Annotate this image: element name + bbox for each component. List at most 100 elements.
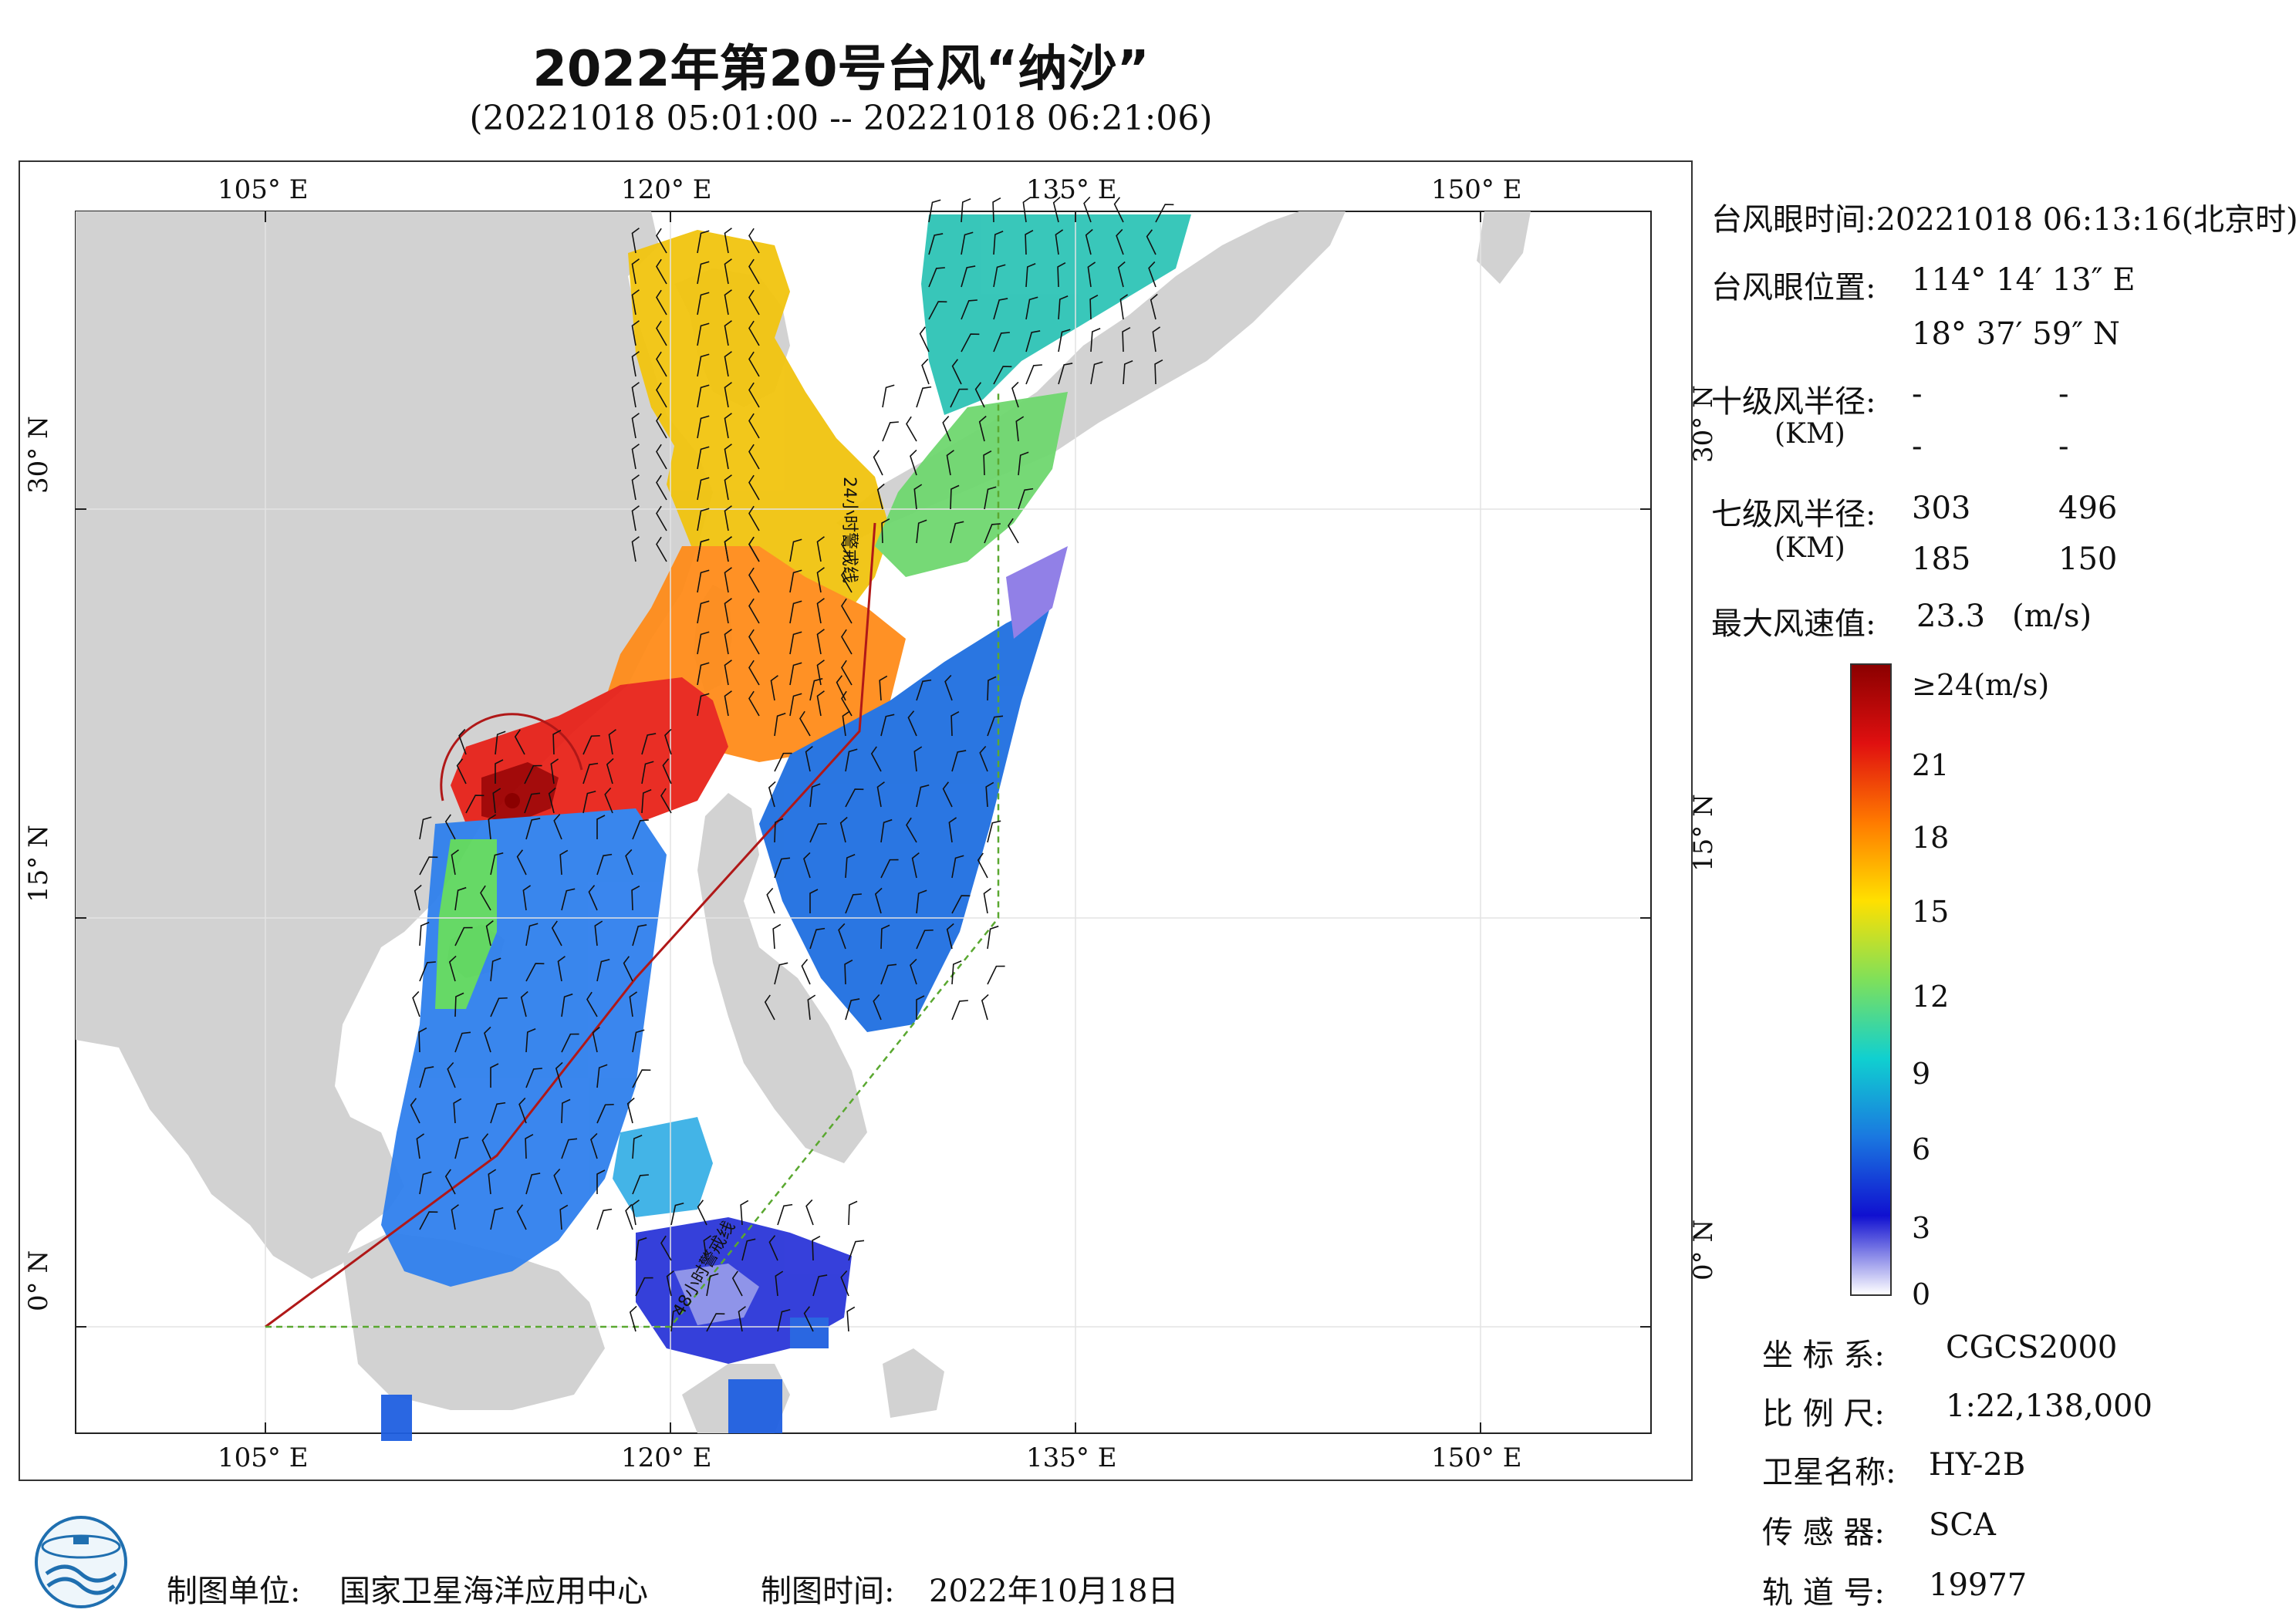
wind-barb bbox=[594, 920, 603, 946]
r10-ne: - bbox=[1912, 376, 1923, 412]
map-title: 2022年第20号台风“纳沙” bbox=[532, 41, 1150, 98]
wind-barb bbox=[748, 567, 760, 593]
wind-barb bbox=[703, 1235, 712, 1261]
wind-barb bbox=[458, 728, 467, 755]
wind-barb bbox=[724, 258, 732, 285]
wind-barb bbox=[656, 320, 667, 346]
wind-barb bbox=[724, 444, 732, 470]
wind-barb bbox=[623, 956, 633, 982]
wind-barb bbox=[789, 600, 802, 624]
wind-barb bbox=[911, 852, 920, 879]
wind-barb bbox=[913, 484, 923, 510]
wind-barb bbox=[490, 997, 508, 1017]
wind-barb bbox=[553, 813, 562, 840]
wind-barb bbox=[516, 1204, 527, 1230]
wind-barb bbox=[697, 446, 710, 470]
cb-label-15: 15 bbox=[1912, 895, 1950, 929]
wind-barb bbox=[993, 231, 1004, 255]
wind-barb bbox=[816, 567, 825, 593]
wind-barb bbox=[961, 265, 976, 288]
wind-barb bbox=[635, 1237, 647, 1261]
wind-barb bbox=[451, 849, 459, 876]
wind-barb bbox=[841, 567, 853, 593]
wind-barb bbox=[916, 995, 925, 1020]
lon-top-120: 120° E bbox=[621, 174, 712, 205]
wind-barb bbox=[812, 1235, 821, 1261]
swath-japan-sea bbox=[921, 214, 1191, 415]
halmahera-land bbox=[883, 1348, 944, 1418]
wind-barb bbox=[514, 729, 525, 755]
wind-barb bbox=[748, 474, 760, 501]
crs-value: CGCS2000 bbox=[1946, 1330, 2118, 1365]
wind-barb bbox=[845, 788, 864, 808]
wind-barb bbox=[977, 852, 988, 879]
wind-barb bbox=[561, 1098, 571, 1124]
wind-barb bbox=[697, 538, 710, 562]
wind-barb bbox=[561, 993, 573, 1017]
wind-barb bbox=[666, 1270, 674, 1297]
wind-barb bbox=[419, 1211, 438, 1230]
wind-barb bbox=[596, 815, 606, 839]
cb-label-0: 0 bbox=[1912, 1277, 1931, 1311]
wind-barb bbox=[777, 1308, 791, 1332]
wind-barb bbox=[789, 538, 802, 562]
wind-barb bbox=[641, 761, 654, 785]
wind-barb bbox=[454, 992, 464, 1017]
wind-barb bbox=[706, 1273, 719, 1297]
wind-barb bbox=[488, 814, 497, 840]
wind-barb bbox=[774, 818, 784, 843]
wind-barb bbox=[454, 1136, 469, 1159]
wind-barb bbox=[1057, 262, 1066, 288]
wind-barb bbox=[748, 413, 760, 439]
orbit-label: 轨 道 号: bbox=[1762, 1575, 1885, 1611]
wind-barb bbox=[809, 677, 823, 701]
lat-left-0: 0° N bbox=[23, 1250, 54, 1311]
wind-barb bbox=[789, 693, 802, 717]
wind-barb bbox=[789, 631, 802, 655]
wind-barb bbox=[525, 1028, 536, 1053]
wind-barb bbox=[419, 816, 432, 840]
r7-sw: 185 bbox=[1912, 542, 1971, 577]
wind-barb bbox=[1155, 204, 1174, 223]
wind-barb bbox=[596, 1169, 606, 1194]
wind-map[interactable]: 24小时警戒线 48小时警戒线 bbox=[19, 160, 1693, 1481]
wind-barb bbox=[626, 1097, 635, 1124]
wind-barb bbox=[454, 1031, 471, 1053]
wind-barb bbox=[731, 1270, 743, 1297]
wind-barb bbox=[632, 1029, 645, 1053]
wind-barb bbox=[766, 887, 775, 914]
axis-ticks bbox=[76, 211, 1651, 1433]
wind-barb bbox=[841, 536, 853, 562]
wind-barb bbox=[910, 449, 917, 476]
wind-barb bbox=[880, 859, 899, 879]
wind-barb bbox=[809, 822, 827, 843]
wind-barb bbox=[803, 1306, 814, 1332]
lat-left-30: 30° N bbox=[23, 416, 54, 494]
map-frame bbox=[19, 160, 1693, 1481]
wind-barb bbox=[495, 731, 506, 755]
lon-bottom-105: 105° E bbox=[218, 1442, 309, 1473]
wind-barb bbox=[553, 1168, 562, 1195]
max-wind-label: 最大风速值: bbox=[1711, 606, 1876, 642]
wind-barb bbox=[724, 413, 732, 439]
wind-barb bbox=[748, 289, 760, 315]
wind-barb bbox=[906, 416, 917, 442]
wind-barb bbox=[656, 258, 667, 285]
wind-barb bbox=[950, 388, 968, 408]
wind-barb bbox=[631, 474, 640, 501]
map-subtitle: (20221018 05:01:00 -- 20221018 06:21:06) bbox=[469, 99, 1213, 138]
wind-barb bbox=[419, 961, 436, 982]
wind-barb bbox=[697, 569, 710, 593]
wind-barb bbox=[1025, 263, 1036, 288]
typhoon-eye-marker[interactable] bbox=[440, 713, 583, 808]
wind-barb bbox=[485, 919, 494, 946]
swath-north bbox=[628, 230, 890, 616]
wind-barb bbox=[697, 662, 710, 686]
wind-barb bbox=[660, 788, 672, 814]
wind-barb bbox=[848, 1200, 858, 1226]
wind-barb bbox=[631, 351, 640, 377]
lon-bottom-135: 135° E bbox=[1026, 1442, 1117, 1473]
wind-barb bbox=[697, 261, 710, 285]
wind-barb bbox=[1119, 294, 1129, 320]
wind-barb bbox=[880, 963, 897, 985]
